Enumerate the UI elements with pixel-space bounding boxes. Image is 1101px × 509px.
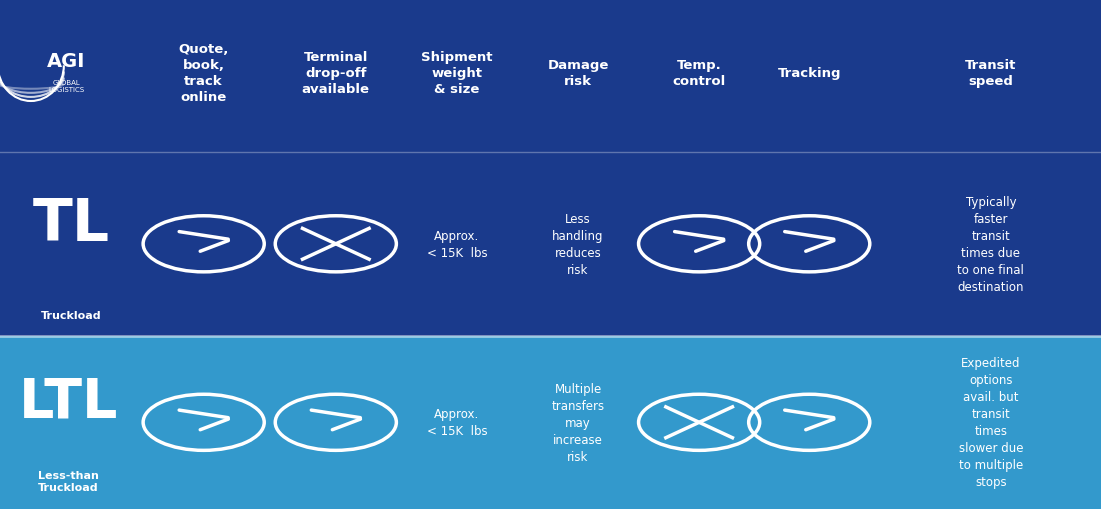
Text: TL: TL xyxy=(33,195,110,252)
FancyBboxPatch shape xyxy=(0,0,1101,336)
Text: Temp.
control: Temp. control xyxy=(673,60,726,88)
Text: Shipment
weight
& size: Shipment weight & size xyxy=(422,51,492,96)
Text: Truckload: Truckload xyxy=(41,310,102,321)
Text: Quote,
book,
track
online: Quote, book, track online xyxy=(178,43,229,104)
Text: AGI: AGI xyxy=(47,51,85,71)
Text: GLOBAL
LOGISTICS: GLOBAL LOGISTICS xyxy=(48,80,84,93)
Text: Tracking: Tracking xyxy=(777,67,841,80)
Text: Multiple
transfers
may
increase
risk: Multiple transfers may increase risk xyxy=(552,382,604,463)
Text: Typically
faster
transit
times due
to one final
destination: Typically faster transit times due to on… xyxy=(958,195,1024,293)
Text: Approx.
< 15K  lbs: Approx. < 15K lbs xyxy=(426,230,488,259)
Text: Transit
speed: Transit speed xyxy=(966,60,1016,88)
Text: Expedited
options
avail. but
transit
times
slower due
to multiple
stops: Expedited options avail. but transit tim… xyxy=(959,357,1023,488)
Text: LTL: LTL xyxy=(19,375,118,429)
Text: Less-than
Truckload: Less-than Truckload xyxy=(37,470,99,492)
Text: Approx.
< 15K  lbs: Approx. < 15K lbs xyxy=(426,408,488,437)
FancyBboxPatch shape xyxy=(0,336,1101,509)
Text: Less
handling
reduces
risk: Less handling reduces risk xyxy=(553,212,603,276)
Text: Damage
risk: Damage risk xyxy=(547,60,609,88)
Text: Terminal
drop-off
available: Terminal drop-off available xyxy=(302,51,370,96)
